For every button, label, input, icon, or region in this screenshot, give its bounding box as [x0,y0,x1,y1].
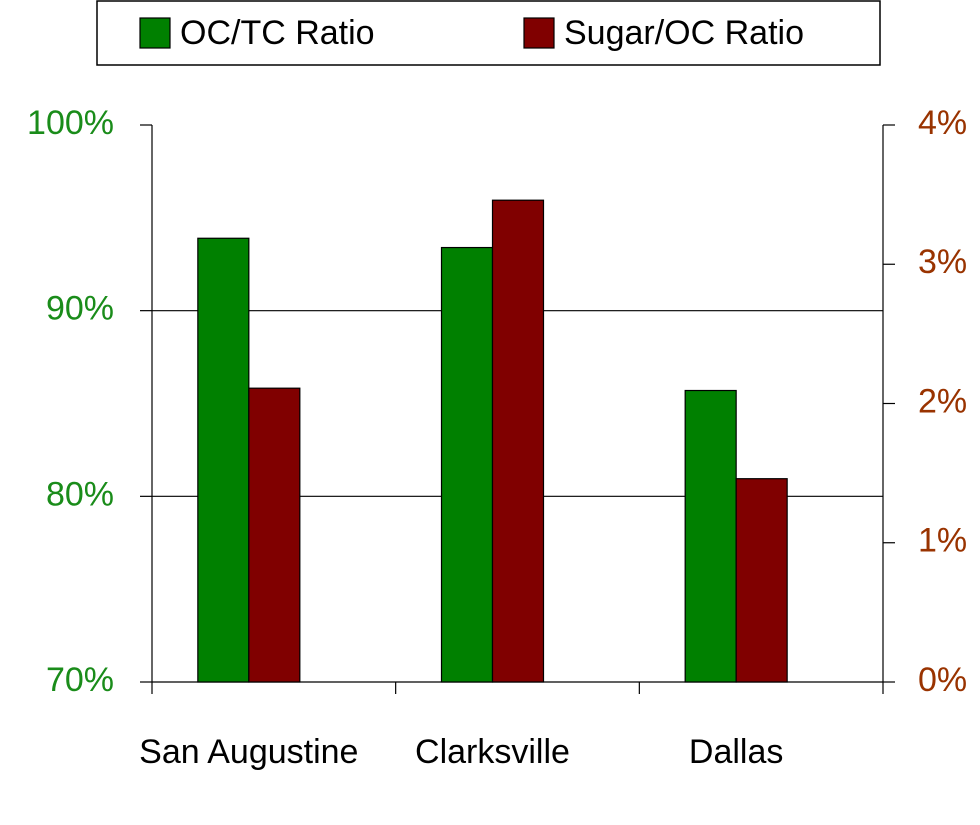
x-tick-label: Clarksville [415,733,570,771]
x-tick-label: San Augustine [139,733,359,771]
legend-label: Sugar/OC Ratio [564,14,804,52]
y-tick-label: 100% [27,104,114,142]
bar [735,478,788,683]
y-tick-label: 70% [46,661,114,699]
bar [684,389,737,683]
y2-tick-label: 2% [918,382,967,420]
legend-label: OC/TC Ratio [180,14,375,52]
bar [248,387,301,683]
bar [440,246,494,683]
bar [197,237,250,683]
bar [491,199,545,683]
y2-tick-label: 4% [918,104,967,142]
y-tick-label: 90% [46,290,114,328]
y2-tick-label: 3% [918,243,967,281]
x-tick-label: Dallas [688,733,784,771]
legend-swatch [523,17,555,49]
legend-box [96,0,881,66]
y2-tick-label: 0% [918,661,967,699]
y2-tick-label: 1% [918,522,967,560]
y-tick-label: 80% [46,475,114,513]
legend-swatch [139,17,171,49]
